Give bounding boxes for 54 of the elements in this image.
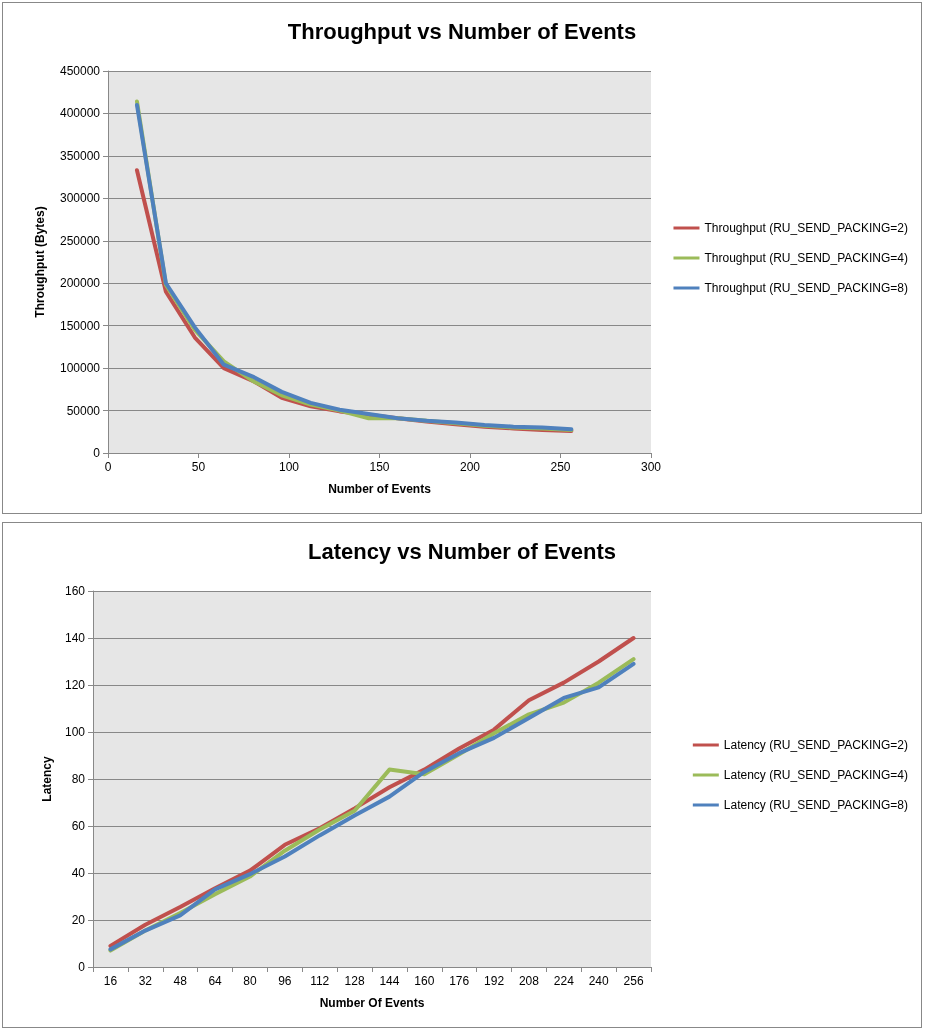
y-tick-label: 350000 — [59, 148, 101, 163]
y-tick-label: 300000 — [59, 191, 101, 206]
y-tick-label: 200000 — [59, 276, 101, 291]
x-tick-label: 150 — [369, 460, 390, 474]
y-tick-label: 160 — [64, 584, 86, 598]
y-tick-label: 120 — [64, 678, 86, 692]
y-tick-label: 60 — [71, 819, 86, 833]
y-tick-label: 140 — [64, 631, 86, 645]
y-tick-label: 100000 — [59, 361, 101, 376]
x-tick-label: 80 — [243, 974, 257, 988]
x-tick-label: 240 — [588, 974, 610, 988]
x-tick-label: 176 — [449, 974, 470, 988]
x-tick-label: 208 — [518, 974, 540, 988]
x-tick-label: 128 — [344, 974, 365, 988]
x-tick-label: 160 — [414, 974, 435, 988]
x-tick-label: 250 — [550, 460, 571, 474]
y-axis-title: Latency — [40, 756, 54, 802]
x-tick-label: 0 — [104, 460, 112, 474]
legend-label: Latency (RU_SEND_PACKING=4) — [723, 768, 909, 782]
legend-label: Latency (RU_SEND_PACKING=2) — [723, 738, 909, 752]
y-axis-title: Throughput (Bytes) — [33, 206, 47, 318]
x-tick-label: 16 — [103, 974, 118, 988]
x-axis-title: Number Of Events — [319, 996, 425, 1010]
y-tick-label: 0 — [93, 446, 101, 460]
x-tick-label: 96 — [278, 974, 292, 988]
y-tick-label: 50000 — [66, 403, 101, 418]
legend-label: Latency (RU_SEND_PACKING=8) — [723, 798, 909, 812]
y-tick-label: 400000 — [59, 106, 101, 121]
y-tick-label: 40 — [71, 866, 86, 880]
chart-title: Throughput vs Number of Events — [287, 18, 637, 44]
x-tick-label: 100 — [278, 460, 300, 474]
x-tick-label: 300 — [640, 460, 662, 474]
y-tick-label: 20 — [71, 913, 86, 927]
x-tick-label: 200 — [459, 460, 481, 474]
y-tick-label: 100 — [64, 725, 86, 739]
x-tick-label: 224 — [553, 974, 575, 988]
x-tick-label: 48 — [173, 974, 188, 988]
chart-title: Latency vs Number of Events — [307, 538, 617, 564]
y-tick-label: 450000 — [59, 64, 101, 78]
y-tick-label: 250000 — [59, 233, 101, 248]
legend-label: Throughput (RU_SEND_PACKING=2) — [704, 221, 909, 235]
x-tick-label: 256 — [623, 974, 644, 988]
legend-label: Throughput (RU_SEND_PACKING=4) — [704, 251, 909, 265]
x-tick-label: 50 — [191, 460, 206, 474]
y-tick-label: 0 — [78, 960, 86, 974]
y-tick-label: 80 — [71, 772, 86, 786]
x-axis-title: Number of Events — [328, 482, 432, 496]
y-tick-label: 150000 — [59, 318, 101, 333]
x-tick-label: 192 — [484, 974, 505, 988]
x-tick-label: 32 — [138, 974, 153, 988]
x-tick-label: 112 — [310, 974, 330, 988]
x-tick-label: 64 — [208, 974, 223, 988]
x-tick-label: 144 — [379, 974, 400, 988]
legend-label: Throughput (RU_SEND_PACKING=8) — [704, 281, 909, 295]
